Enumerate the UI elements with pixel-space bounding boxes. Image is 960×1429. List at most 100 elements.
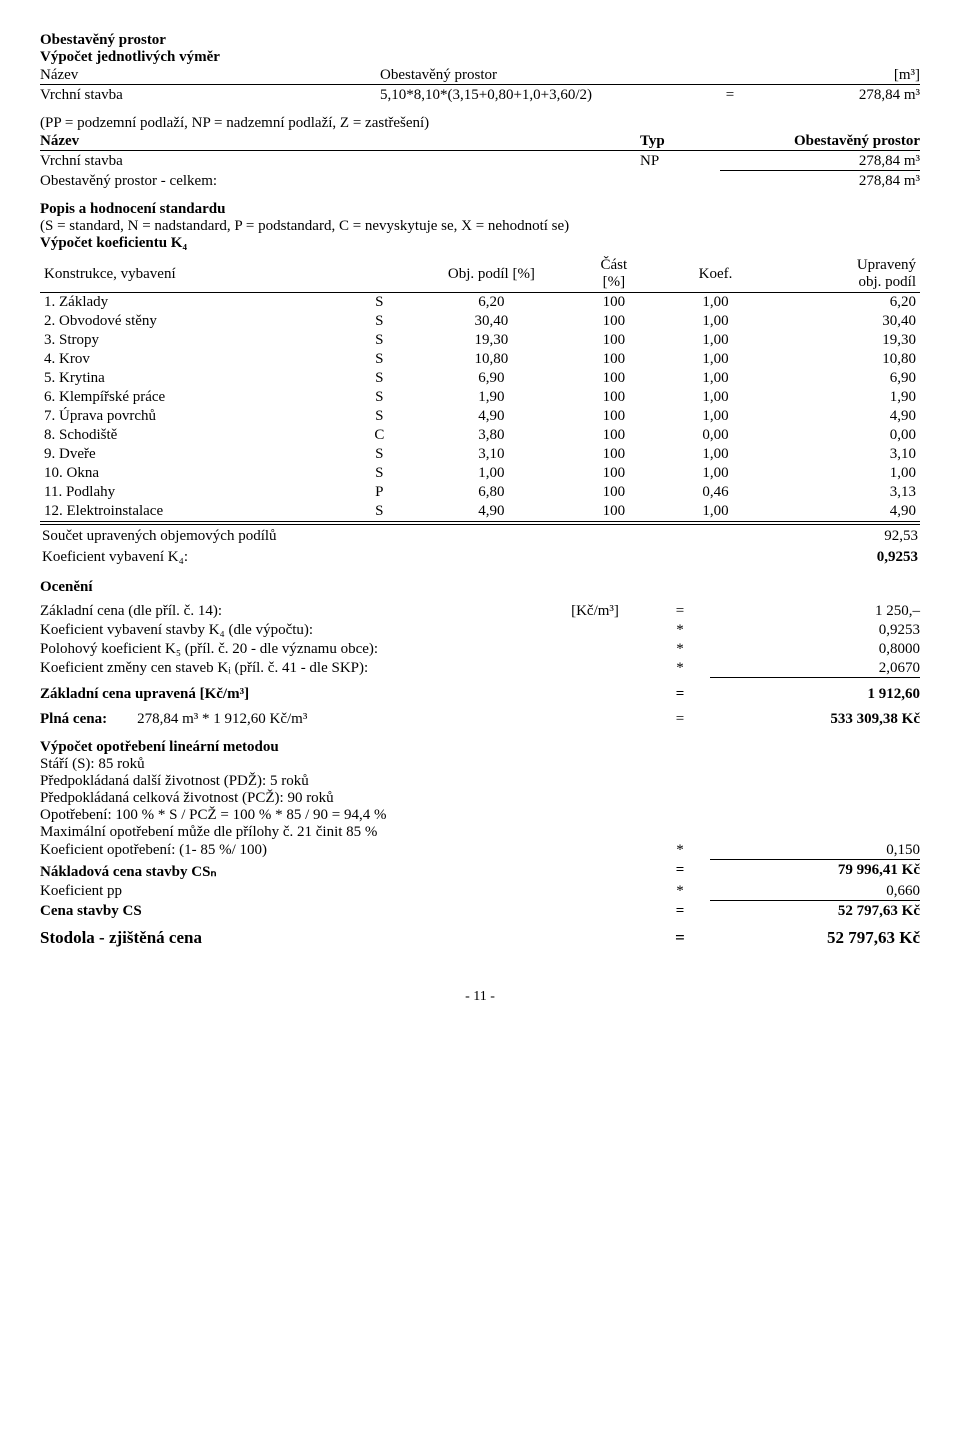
k4-koef: 1,00	[665, 464, 767, 483]
table-row: 6. Klempířské práceS1,901001,001,90	[40, 388, 920, 407]
table-row: 4. KrovS10,801001,0010,80	[40, 350, 920, 369]
nakl-val: 79 996,41 Kč	[710, 862, 920, 881]
total-label: Obestavěný prostor - celkem:	[40, 173, 640, 190]
table-row: 2. Obvodové stěnyS30,401001,0030,40	[40, 312, 920, 331]
k4-name: 8. Schodiště	[40, 426, 339, 445]
k4-std: S	[339, 464, 420, 483]
k4-upraveny: 3,10	[766, 445, 920, 464]
k4-name: 12. Elektroinstalace	[40, 502, 339, 522]
k4-summary: Součet upravených objemových podílů 92,5…	[40, 524, 920, 569]
k4-h5: Koef.	[665, 256, 767, 293]
k4-name: 7. Úprava povrchů	[40, 407, 339, 426]
k4-koef: 1,00	[665, 369, 767, 388]
price-row-3: Polohový koeficient K₅ (příl. č. 20 - dl…	[40, 640, 920, 659]
k4-std: S	[339, 445, 420, 464]
k4-podil: 4,90	[420, 407, 563, 426]
k4-koef: 1,00	[665, 312, 767, 331]
kopo-row: Koeficient opotřebení: (1- 85 %/ 100) * …	[40, 841, 920, 861]
table-row: 12. ElektroinstalaceS4,901001,004,90	[40, 502, 920, 522]
zj-label: Stodola - zjištěná cena	[40, 928, 540, 948]
price3-val: 0,8000	[710, 641, 920, 658]
plna-op: =	[650, 711, 710, 728]
k4-koef: 1,00	[665, 388, 767, 407]
table-row: 1. ZákladyS6,201001,006,20	[40, 293, 920, 313]
k4-cast: 100	[563, 464, 665, 483]
table-row: 9. DveřeS3,101001,003,10	[40, 445, 920, 464]
k4-std: S	[339, 293, 420, 313]
k4-upraveny: 4,90	[766, 502, 920, 522]
typ-name: Vrchní stavba	[40, 153, 640, 171]
k4-koef: 1,00	[665, 293, 767, 313]
zcu-op: =	[650, 686, 710, 703]
legend-standard: (S = standard, N = nadstandard, P = pods…	[40, 218, 920, 235]
k4-cast: 100	[563, 331, 665, 350]
heading-k4: Výpočet koeficientu K₄	[40, 235, 920, 252]
cena-row: Cena stavby CS = 52 797,63 Kč	[40, 902, 920, 921]
price-row-1: Základní cena (dle příl. č. 14): [Kč/m³]…	[40, 602, 920, 621]
k4-cast: 100	[563, 407, 665, 426]
k4-podil: 10,80	[420, 350, 563, 369]
cena-val: 52 797,63 Kč	[710, 903, 920, 920]
k4-cast: 100	[563, 445, 665, 464]
col-nazev: Název	[40, 67, 380, 85]
kpp-val: 0,660	[710, 883, 920, 901]
zcu-val: 1 912,60	[710, 686, 920, 703]
opo-line: Maximální opotřebení může dle přílohy č.…	[40, 824, 920, 841]
k4-name: 6. Klempířské práce	[40, 388, 339, 407]
k4-sum-label: Součet upravených objemových podílů	[42, 527, 785, 546]
k4-std: S	[339, 369, 420, 388]
price4-op: *	[650, 660, 710, 678]
table-row: 5. KrytinaS6,901001,006,90	[40, 369, 920, 388]
k4-upraveny: 0,00	[766, 426, 920, 445]
vymery-name: Vrchní stavba	[40, 87, 380, 104]
k4-name: 1. Základy	[40, 293, 339, 313]
heading-obestaveny-prostor: Obestavěný prostor	[40, 32, 920, 49]
col-nazev: Název	[40, 133, 640, 151]
k4-std: S	[339, 407, 420, 426]
price3-label: Polohový koeficient K₅ (příl. č. 20 - dl…	[40, 641, 540, 658]
k4-podil: 1,90	[420, 388, 563, 407]
k4-cast: 100	[563, 293, 665, 313]
col-obestaveny: Obestavěný prostor	[720, 133, 920, 151]
table-row: 8. SchodištěC3,801000,000,00	[40, 426, 920, 445]
k4-std: S	[339, 331, 420, 350]
k4-h2	[339, 256, 420, 293]
k4-std: S	[339, 388, 420, 407]
k4-cast: 100	[563, 369, 665, 388]
k4-name: 4. Krov	[40, 350, 339, 369]
price1-op: =	[650, 603, 710, 620]
price4-val: 2,0670	[710, 660, 920, 678]
k4-name: 11. Podlahy	[40, 483, 339, 502]
price3-op: *	[650, 641, 710, 658]
price4-label: Koeficient změny cen staveb Kᵢ (příl. č.…	[40, 660, 540, 678]
k4-cast: 100	[563, 502, 665, 522]
kopo-op: *	[650, 842, 710, 860]
k4-std: S	[339, 312, 420, 331]
k4-podil: 19,30	[420, 331, 563, 350]
k4-podil: 4,90	[420, 502, 563, 522]
price4-unit	[540, 660, 650, 678]
k4-koef: 1,00	[665, 502, 767, 522]
price2-unit	[540, 622, 650, 639]
k4-podil: 3,80	[420, 426, 563, 445]
price2-val: 0,9253	[710, 622, 920, 639]
k4-podil: 1,00	[420, 464, 563, 483]
k4-cast: 100	[563, 350, 665, 369]
plna-val: 533 309,38 Kč	[710, 711, 920, 728]
table-row: 3. StropyS19,301001,0019,30	[40, 331, 920, 350]
k4-cast: 100	[563, 483, 665, 502]
typ-val: 278,84 m³	[720, 153, 920, 171]
vymery-expr: 5,10*8,10*(3,15+0,80+1,0+3,60/2)	[380, 87, 700, 104]
k4-sum-val: 92,53	[787, 527, 918, 546]
price-row-4: Koeficient změny cen staveb Kᵢ (příl. č.…	[40, 659, 920, 679]
legend-podlazi: (PP = podzemní podlaží, NP = nadzemní po…	[40, 115, 920, 132]
nakl-label: Nákladová cena stavby CSₙ	[40, 862, 540, 881]
kpp-op: *	[650, 883, 710, 901]
plna-expr: 278,84 m³ * 1 912,60 Kč/m³	[137, 711, 307, 727]
vymery-header: Název Obestavěný prostor [m³]	[40, 66, 920, 86]
k4-name: 3. Stropy	[40, 331, 339, 350]
zjistena-row: Stodola - zjištěná cena = 52 797,63 Kč	[40, 927, 920, 949]
k4-cast: 100	[563, 388, 665, 407]
k4-std: C	[339, 426, 420, 445]
cena-op: =	[650, 903, 710, 920]
